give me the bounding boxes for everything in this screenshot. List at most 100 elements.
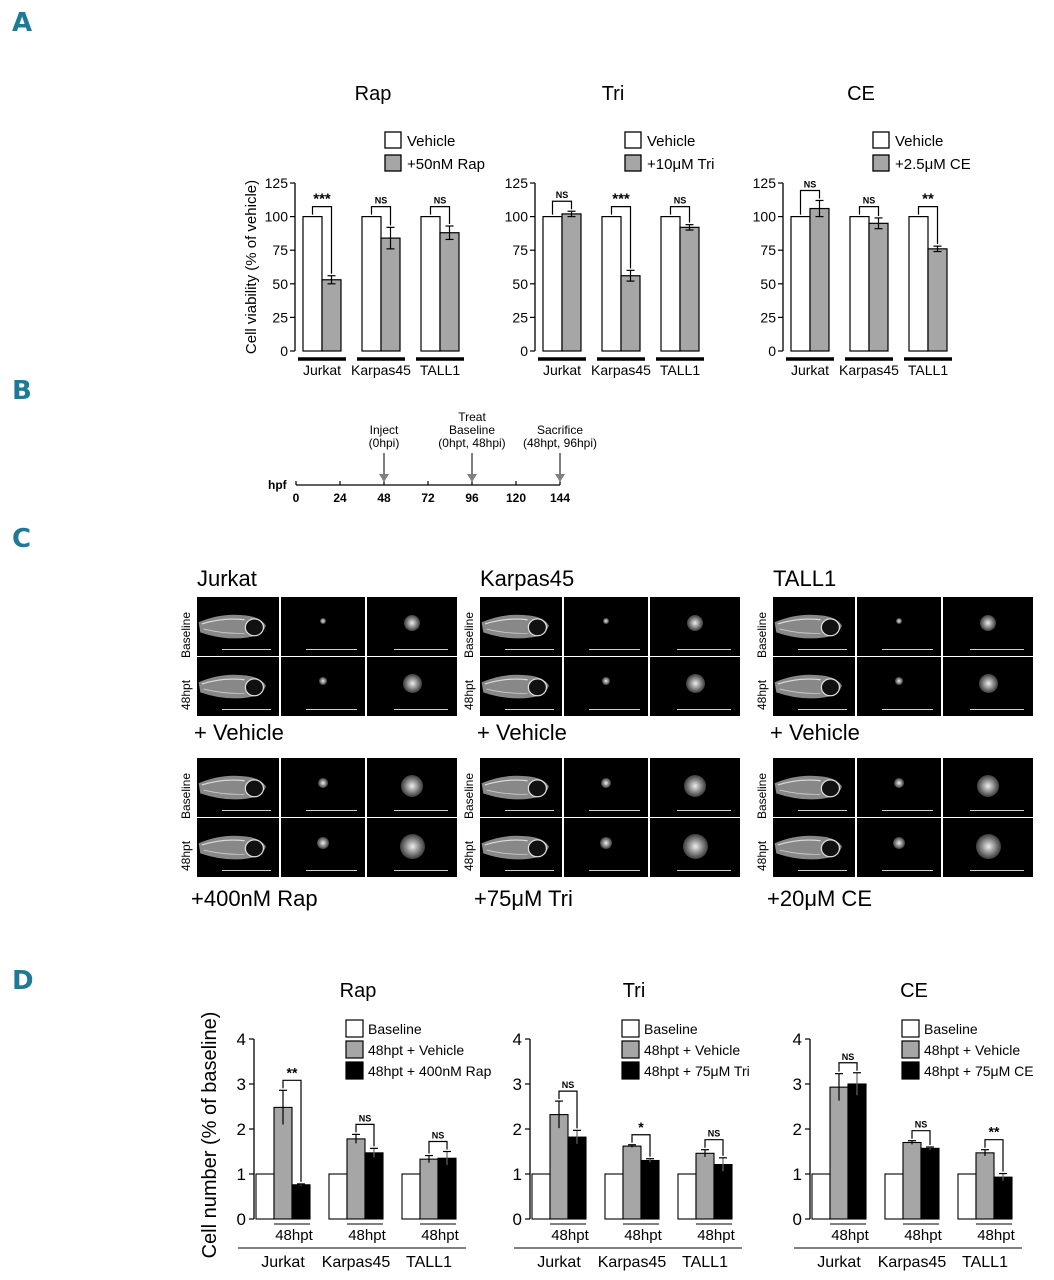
significance-label: **: [287, 1064, 298, 1080]
fluorescent-spot: [895, 677, 903, 685]
bar: [364, 1152, 384, 1220]
y-tick-label: 1: [793, 1165, 802, 1184]
sub-label: 48hpt: [275, 1227, 313, 1244]
category-label: Jurkat: [817, 1254, 861, 1271]
scale-bar: [970, 709, 1024, 710]
fluorescent-spot: [318, 777, 328, 788]
bar: [291, 1184, 311, 1220]
micrograph-tile: [197, 597, 279, 656]
category-label: Jurkat: [303, 362, 341, 378]
micrograph-tile: [773, 818, 855, 877]
scale-bar: [221, 870, 271, 871]
row-label: Baseline: [755, 772, 769, 819]
cell-line-label: TALL1: [773, 566, 837, 591]
fluorescent-spot: [602, 677, 610, 685]
category-label: TALL1: [962, 1254, 1008, 1271]
row-label: Baseline: [179, 772, 193, 819]
vehicle-condition-label: + Vehicle: [770, 720, 860, 745]
bar: [829, 1086, 849, 1220]
significance-label: NS: [556, 190, 569, 200]
chart-title: Tri: [602, 83, 625, 105]
event-arrowhead: [379, 474, 389, 482]
y-tick-label: 1: [237, 1165, 246, 1184]
vehicle-condition-label: + Vehicle: [477, 720, 567, 745]
scale-bar: [504, 649, 554, 650]
scale-bar: [394, 810, 448, 811]
y-tick-label: 50: [760, 276, 776, 292]
fluorescent-spot: [980, 615, 996, 631]
significance-bracket: [370, 206, 392, 226]
y-tick-label: 0: [237, 1210, 246, 1229]
micrograph-tile: [857, 818, 941, 877]
legend-swatch-treated: [624, 154, 642, 172]
y-tick-label: 25: [512, 309, 528, 325]
scale-bar: [306, 709, 357, 710]
scale-bar: [221, 810, 271, 811]
y-tick-label: 125: [265, 175, 289, 191]
significance-bracket: [429, 206, 451, 225]
category-label: TALL1: [660, 362, 700, 378]
category-label: Jurkat: [791, 362, 829, 378]
bar: [849, 216, 870, 352]
fluorescent-spot: [896, 617, 902, 624]
category-label: Jurkat: [537, 1254, 581, 1271]
legend-swatch: [345, 1019, 364, 1038]
bar: [567, 1136, 587, 1220]
significance-bracket: [838, 1062, 858, 1072]
y-tick-label: 3: [793, 1075, 802, 1094]
legend-label: +10μM Tri: [647, 156, 714, 173]
bar: [361, 216, 382, 352]
timeline-tick-label: 72: [421, 491, 435, 505]
significance-label: NS: [842, 1052, 855, 1062]
bar: [640, 1159, 660, 1220]
y-tick-label: 3: [237, 1075, 246, 1094]
legend-swatch: [345, 1061, 364, 1080]
significance-bracket: [631, 1134, 651, 1157]
bar: [679, 226, 700, 352]
fluorescent-spot: [317, 837, 329, 849]
scale-bar: [797, 810, 847, 811]
legend-label: 48hpt + Vehicle: [368, 1042, 464, 1058]
fluorescent-spot: [977, 774, 999, 797]
chart-title: Rap: [355, 83, 392, 105]
y-tick-label: 75: [760, 242, 776, 258]
chart-title: Rap: [340, 980, 377, 1002]
category-label: Karpas45: [598, 1254, 667, 1271]
row-label: 48hpt: [755, 840, 769, 871]
legend-swatch-vehicle: [384, 131, 402, 149]
category-label: Karpas45: [322, 1254, 391, 1271]
event-label: Sacrifice (48hpt, 96hpi): [523, 423, 597, 450]
bar: [884, 1173, 904, 1220]
significance-label: **: [922, 191, 934, 208]
micrograph-tile: [564, 657, 648, 716]
significance-label: NS: [562, 1080, 575, 1090]
significance-bracket: [799, 189, 821, 215]
scale-bar: [677, 810, 731, 811]
significance-label: NS: [359, 1113, 372, 1123]
row-label: 48hpt: [179, 679, 193, 710]
micrograph-tile: [773, 758, 855, 817]
micrograph-tile: [480, 818, 562, 877]
y-tick-label: 0: [793, 1210, 802, 1229]
bar: [328, 1173, 348, 1220]
micrograph-tile: [773, 597, 855, 656]
legend-label: +50nM Rap: [407, 156, 485, 173]
bar: [847, 1083, 867, 1220]
fluorescent-spot: [320, 617, 326, 624]
scale-bar: [504, 709, 554, 710]
legend-label: 48hpt + Vehicle: [644, 1042, 740, 1058]
category-label: TALL1: [682, 1254, 728, 1271]
row-label: 48hpt: [462, 840, 476, 871]
y-tick-label: 4: [513, 1030, 522, 1049]
sub-label: 48hpt: [551, 1227, 589, 1244]
bar: [321, 279, 342, 352]
category-label: TALL1: [420, 362, 460, 378]
bar: [957, 1173, 977, 1220]
bar: [868, 222, 889, 352]
row-label: Baseline: [462, 611, 476, 658]
scale-bar: [677, 709, 731, 710]
micrograph-tile: [564, 758, 648, 817]
significance-bracket: [610, 206, 632, 269]
scale-bar: [882, 810, 933, 811]
significance-label: ***: [612, 191, 630, 208]
